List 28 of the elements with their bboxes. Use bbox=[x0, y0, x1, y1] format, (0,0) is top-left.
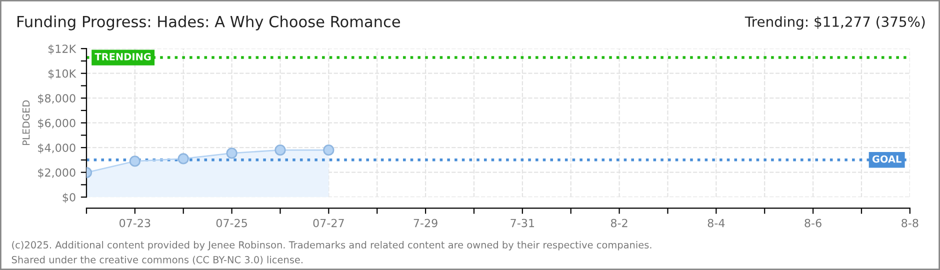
x-tick-label: 07-27 bbox=[313, 218, 344, 228]
x-tick-label: 7-29 bbox=[414, 218, 438, 228]
point bbox=[323, 144, 334, 156]
text: Shared under the creative commons (CC BY-NC 3.0) license. bbox=[12, 256, 302, 265]
point bbox=[226, 148, 238, 159]
chart-title: Funding Progress: Hades: A Why Choose Romance bbox=[17, 16, 400, 30]
x-tick-label: 8-8 bbox=[902, 218, 918, 228]
ref-line-label: GOAL bbox=[872, 155, 902, 163]
y-tick-label: $12K bbox=[48, 44, 76, 54]
x-tick-label: 8-4 bbox=[708, 218, 725, 228]
y-tick-label: $6,000 bbox=[38, 118, 76, 129]
text: (c)2025. Additional content provided by Jenee Robinson. Trademarks and related content are owned by their respective companies. bbox=[12, 240, 652, 250]
point bbox=[274, 144, 286, 156]
y-tick-label: $10K bbox=[48, 69, 76, 80]
y-tick-label: $2,000 bbox=[38, 168, 76, 178]
chart-subtitle: Trending: $11,277 (375%) bbox=[744, 16, 925, 30]
y-tick-label: $4,000 bbox=[38, 143, 76, 154]
x-tick-label: 8-6 bbox=[804, 218, 822, 228]
y-axis-title: PLEDGED bbox=[22, 100, 30, 145]
x-tick-label: 07-23 bbox=[120, 218, 150, 228]
x-tick-label: 7-31 bbox=[510, 218, 534, 228]
point bbox=[178, 153, 189, 164]
point bbox=[129, 156, 140, 167]
y-tick-label: $0 bbox=[62, 192, 76, 203]
x-tick-label: 07-25 bbox=[216, 218, 247, 228]
x-tick-label: 8-2 bbox=[610, 218, 628, 228]
y-tick-label: $8,000 bbox=[38, 94, 76, 104]
ref-line-label: TRENDING bbox=[94, 53, 151, 60]
